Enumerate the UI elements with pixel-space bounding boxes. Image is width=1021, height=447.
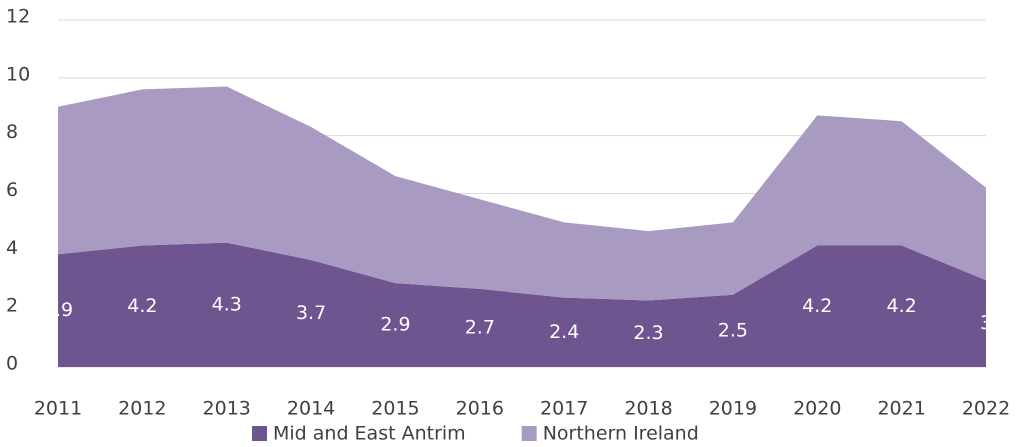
x-tick-label: 2013 [203, 398, 251, 420]
area [58, 242, 986, 367]
data-label: 2.9 [380, 314, 410, 336]
x-tick-label: 2015 [371, 398, 419, 420]
legend-swatch [521, 426, 537, 441]
y-tick-label: 0 [6, 353, 18, 375]
data-label: 3.9 [43, 299, 73, 321]
data-label: 4.2 [802, 295, 832, 317]
data-label: 2.7 [465, 316, 495, 338]
y-tick-label: 6 [6, 179, 18, 201]
y-tick-label: 4 [6, 237, 18, 259]
y-tick-label: 10 [6, 63, 30, 85]
y-tick-label: 12 [6, 6, 30, 28]
x-tick-label: 2014 [287, 398, 335, 420]
axes: 0 2 4 6 8 10 12 2011 2012 2013 2014 2015 2016 2017 201… [6, 6, 1010, 445]
x-tick-label: 2018 [624, 398, 672, 420]
data-label: 4.3 [212, 293, 242, 315]
y-tick-label: 8 [6, 121, 18, 143]
x-tick-label: 2017 [540, 398, 588, 420]
x-tick-label: 2011 [34, 398, 82, 420]
data-label: 3.7 [296, 302, 326, 324]
x-tick-label: 2020 [793, 398, 841, 420]
data-labels: 3.9 4.2 4.3 3.7 2.9 2.7 2.4 2.3 2.5 4.2 4.2 3 [43, 293, 992, 344]
data-label: 4.2 [127, 295, 157, 317]
data-label: 4.2 [887, 295, 917, 317]
legend-label: Mid and East Antrim [273, 423, 466, 445]
y-tick-label: 2 [6, 295, 18, 317]
areas [58, 86, 986, 367]
x-tick-label: 2012 [118, 398, 166, 420]
legend-label: Northern Ireland [543, 423, 699, 445]
x-tick-label: 2022 [962, 398, 1010, 420]
data-label: 2.3 [633, 322, 663, 344]
data-label: 2.4 [549, 321, 579, 343]
x-tick-label: 2016 [456, 398, 504, 420]
area [58, 86, 986, 301]
x-tick-label: 2019 [709, 398, 757, 420]
legend-swatch [252, 426, 267, 441]
x-tick-label: 2021 [877, 398, 925, 420]
data-label: 3 [980, 312, 992, 334]
data-label: 2.5 [718, 319, 748, 341]
